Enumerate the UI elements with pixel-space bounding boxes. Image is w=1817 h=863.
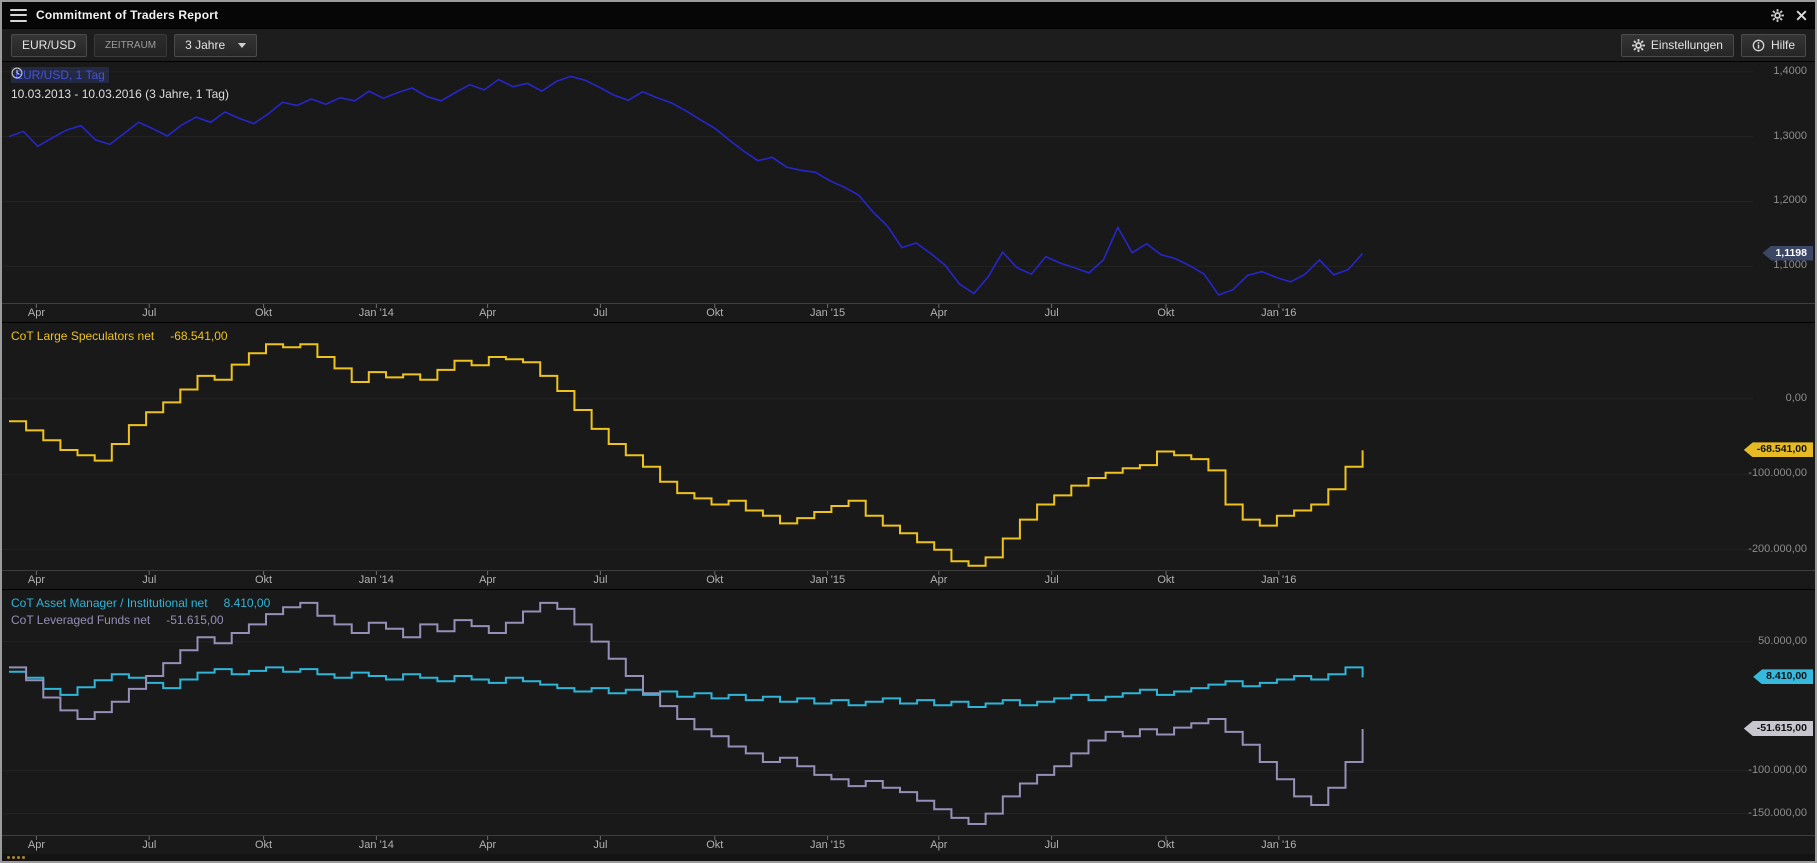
period-value: 3 Jahre [185,38,226,52]
x-axis-tick-label: Okt [1157,839,1175,851]
settings-label: Einstellungen [1650,38,1723,52]
settings-button[interactable]: Einstellungen [1620,33,1734,57]
x-axis-tick-label: Jul [142,307,157,319]
x-axis-tick-label: Okt [254,574,273,586]
x-axis-tick-label: Jan '16 [1261,839,1297,851]
x-axis: Apr Jul Okt Jan '14 Apr Jul Okt Jan '15 Apr Jul Ok… [2,570,1815,589]
x-axis-tick-label: Okt [254,839,273,851]
x-axis-tick-label: Jan '14 [358,307,394,319]
date-range-label: 10.03.2013 - 10.03.2016 (3 Jahre, 1 Tag) [11,87,229,101]
x-axis: Apr Jul Okt Jan '14 Apr Jul Okt Jan '15 Apr Jul Ok… [2,303,1815,322]
x-axis-tick-label: Jan '14 [358,839,394,851]
x-axis-tick-label: Apr [479,307,497,319]
x-axis-tick-label: Jul [593,307,608,319]
chart-canvas[interactable] [2,62,1815,322]
large-speculators-value: -68.541,00 [170,329,228,343]
large-speculators-legend: CoT Large Speculators net -68.541,00 [11,328,228,345]
eurusd-line [8,75,1364,296]
chart-canvas[interactable] [2,590,1815,854]
window-settings-icon[interactable] [1771,8,1784,22]
series-title[interactable]: EUR/USD, 1 Tag [11,67,109,83]
chevron-down-icon [238,42,247,48]
zeitraum-label-button[interactable]: ZEITRAUM [94,33,168,57]
info-icon [1752,39,1765,51]
x-axis-tick-label: Jan '14 [358,574,394,586]
large-speculators-line [9,343,1364,567]
asset-manager-value: 8.410,00 [223,596,271,610]
x-axis-tick-label: Apr [27,839,45,851]
y-axis-label: 0,00 [1785,391,1807,404]
toolbar: EUR/USD ZEITRAUM 3 Jahre Ein [2,28,1815,62]
y-axis-label: 1,4000 [1773,64,1807,77]
y-axis-label: 1,1000 [1773,259,1807,272]
x-axis-tick-label: Jul [593,574,608,586]
x-axis-tick-label: Okt [1157,307,1175,319]
close-icon [1796,10,1807,20]
x-axis-tick-label: Apr [479,574,497,586]
symbol-button[interactable]: EUR/USD [11,33,88,57]
period-dropdown[interactable]: 3 Jahre [174,33,258,57]
x-axis-tick-label: Jan '16 [1261,307,1297,319]
resize-grip[interactable] [7,856,25,859]
x-axis-tick-label: Okt [1157,574,1175,586]
institutional-funds-panel[interactable]: CoT Asset Manager / Institutional net 8.… [2,589,1815,854]
leveraged-funds-badge: -51.615,00 [1743,721,1813,736]
gear-icon [1632,38,1645,52]
bottom-strip [2,854,1815,861]
leveraged-funds-value: -51.615,00 [166,613,224,627]
x-axis-tick-label: Okt [706,574,724,586]
titlebar: Commitment of Traders Report [2,2,1815,28]
y-axis-label: 50.000,00 [1758,634,1807,647]
help-label: Hilfe [1770,38,1795,52]
y-axis-label: -200.000,00 [1748,542,1807,555]
window-close-icon[interactable] [1796,10,1807,21]
x-axis-tick-label: Jul [1044,307,1059,319]
institutional-funds-legend: CoT Asset Manager / Institutional net 8.… [11,595,270,629]
asset-manager-badge: 8.410,00 [1753,669,1813,685]
large-speculators-badge: -68.541,00 [1743,442,1813,458]
x-axis-tick-label: Jul [1044,574,1059,586]
x-axis-tick-label: Apr [27,307,45,319]
x-axis-tick-label: Jan '15 [809,839,846,851]
y-axis-label: -150.000,00 [1748,806,1807,819]
x-axis-tick-label: Jan '15 [809,307,846,319]
x-axis-tick-label: Jan '15 [809,574,846,586]
clock-icon [11,67,23,79]
large-speculators-panel[interactable]: CoT Large Speculators net -68.541,00 Apr… [2,322,1815,589]
price-panel[interactable]: EUR/USD, 1 Tag 10.03.2013 - 10.03.2016 (… [2,62,1815,322]
asset-manager-label[interactable]: CoT Asset Manager / Institutional net [11,596,208,610]
y-axis-label: 1,3000 [1773,129,1807,142]
y-axis-label: 1,2000 [1773,194,1807,207]
x-axis-tick-label: Okt [254,307,273,319]
x-axis-tick-label: Jul [1044,839,1059,851]
gear-icon [1771,8,1784,22]
date-range-row: 10.03.2013 - 10.03.2016 (3 Jahre, 1 Tag) [11,67,229,103]
window-title: Commitment of Traders Report [36,8,219,22]
asset-manager-line [9,666,1364,708]
leveraged-funds-label[interactable]: CoT Leveraged Funds net [11,613,151,627]
x-axis-tick-label: Apr [930,574,948,586]
x-axis-tick-label: Jul [142,839,157,851]
chart-canvas[interactable] [2,323,1815,589]
x-axis: Apr Jul Okt Jan '14 Apr Jul Okt Jan '15 Apr Jul Ok… [2,835,1815,854]
menu-icon[interactable] [10,8,27,22]
y-axis-label: -100.000,00 [1748,763,1807,776]
x-axis-tick-label: Jul [142,574,157,586]
help-button[interactable]: Hilfe [1740,33,1806,57]
x-axis-tick-label: Jul [593,839,608,851]
leveraged-funds-line [9,601,1364,825]
last-price-badge: 1,1198 [1762,245,1813,261]
y-axis-label: -100.000,00 [1748,467,1807,480]
large-speculators-label[interactable]: CoT Large Speculators net [11,329,155,343]
x-axis-tick-label: Apr [930,307,948,319]
x-axis-tick-label: Okt [706,839,724,851]
x-axis-tick-label: Jan '16 [1261,574,1297,586]
x-axis-tick-label: Apr [479,839,497,851]
x-axis-tick-label: Apr [27,574,45,586]
x-axis-tick-label: Apr [930,839,948,851]
x-axis-tick-label: Okt [706,307,724,319]
charts-area: EUR/USD, 1 Tag 10.03.2013 - 10.03.2016 (… [2,62,1815,854]
price-legend: EUR/USD, 1 Tag 10.03.2013 - 10.03.2016 (… [11,67,229,103]
